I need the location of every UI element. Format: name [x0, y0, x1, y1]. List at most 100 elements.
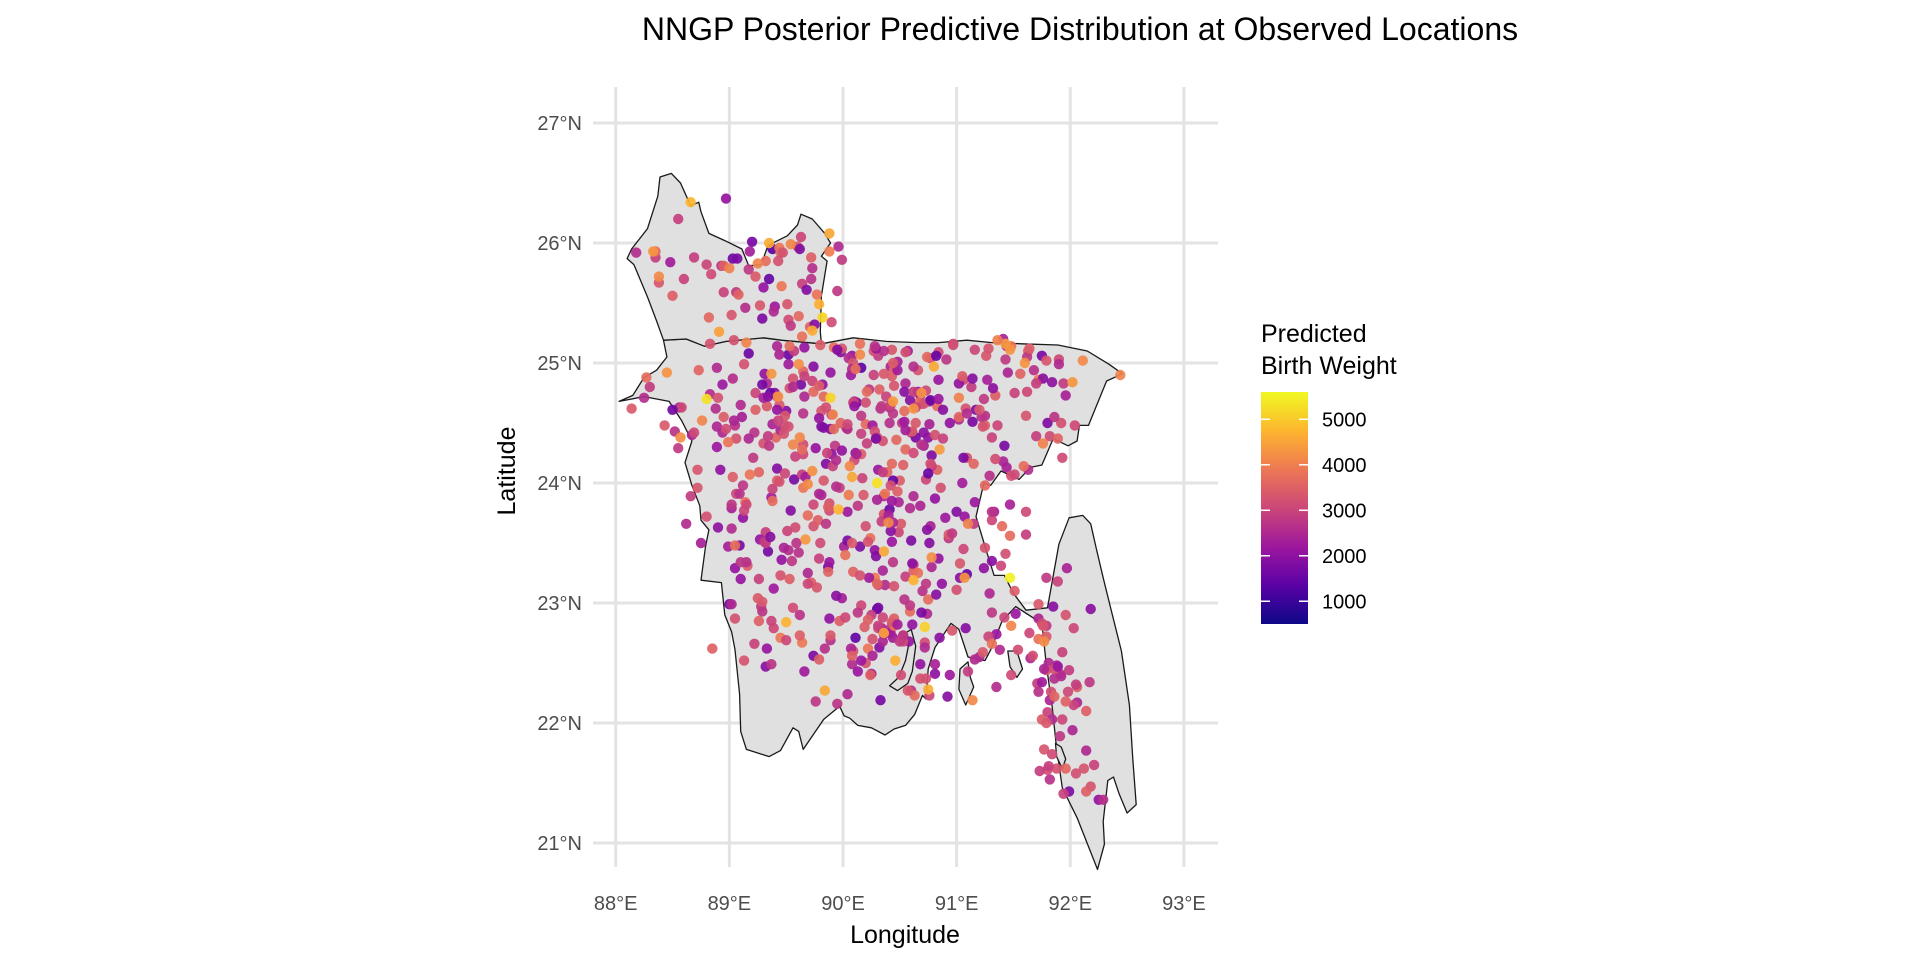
data-point	[743, 264, 754, 275]
data-point	[948, 339, 959, 351]
data-point	[762, 546, 774, 557]
data-point	[904, 503, 916, 514]
data-point	[782, 525, 793, 537]
data-point	[1038, 663, 1050, 675]
data-point	[874, 384, 885, 395]
data-point	[868, 369, 879, 381]
data-point	[785, 320, 796, 331]
data-point	[899, 416, 910, 427]
data-point	[798, 408, 809, 419]
data-point	[846, 471, 858, 483]
data-point	[701, 511, 712, 522]
data-point	[685, 197, 696, 208]
data-point	[802, 510, 813, 521]
data-point	[1049, 691, 1060, 702]
data-point	[675, 432, 686, 443]
legend-tick-label: 4000	[1322, 455, 1367, 477]
data-point	[1060, 390, 1071, 401]
data-point	[816, 489, 827, 501]
data-point	[1046, 749, 1058, 760]
data-point	[688, 427, 700, 438]
data-point	[937, 433, 949, 444]
data-point	[735, 557, 746, 568]
data-point	[946, 528, 958, 539]
data-point	[924, 419, 935, 430]
data-point	[807, 325, 818, 336]
data-point	[678, 273, 690, 285]
data-point	[1060, 763, 1071, 774]
data-point	[894, 636, 905, 647]
data-point	[885, 480, 896, 491]
data-point	[899, 594, 910, 605]
data-point	[673, 443, 684, 454]
data-point	[815, 339, 826, 351]
data-point	[762, 391, 774, 402]
data-point	[994, 644, 1005, 655]
data-point	[768, 306, 779, 317]
data-point	[813, 299, 825, 310]
data-point	[786, 555, 798, 567]
legend-tick-label: 5000	[1322, 409, 1367, 431]
data-point	[641, 372, 652, 383]
data-point	[701, 259, 712, 270]
data-point	[1041, 717, 1052, 729]
data-point	[1000, 548, 1011, 559]
data-point	[926, 552, 937, 563]
data-point	[933, 374, 944, 385]
data-point	[729, 613, 741, 624]
data-point	[693, 365, 704, 376]
data-point	[753, 615, 765, 627]
data-point	[794, 609, 805, 621]
data-point	[738, 505, 750, 516]
data-point	[879, 488, 891, 499]
data-point	[795, 379, 807, 390]
data-point	[962, 518, 974, 529]
data-point	[831, 590, 842, 601]
data-point	[900, 571, 911, 582]
data-point	[884, 417, 895, 429]
x-axis-title: Longitude	[850, 921, 960, 949]
data-point	[692, 482, 703, 493]
x-tick-label: 88°E	[594, 893, 638, 915]
data-point	[978, 563, 990, 574]
data-point	[774, 349, 785, 360]
data-point	[978, 393, 990, 405]
data-point	[940, 512, 951, 523]
data-point	[921, 524, 933, 535]
data-point	[776, 554, 787, 565]
y-tick-label: 22°N	[537, 713, 582, 735]
data-point	[916, 387, 927, 399]
data-point	[891, 434, 902, 445]
data-point	[996, 521, 1008, 532]
data-point	[893, 527, 904, 538]
data-point	[1063, 665, 1075, 676]
data-point	[704, 338, 716, 349]
data-point	[878, 368, 890, 379]
data-point	[1049, 411, 1060, 423]
data-point	[820, 518, 832, 529]
data-point	[676, 402, 687, 413]
data-point	[744, 246, 755, 257]
data-point	[695, 537, 707, 549]
data-point	[718, 411, 729, 423]
data-point	[1002, 367, 1013, 378]
data-point	[1068, 623, 1079, 634]
x-tick-label: 91°E	[935, 893, 979, 915]
data-point	[935, 482, 946, 493]
data-point	[873, 620, 884, 631]
data-point	[707, 643, 718, 654]
data-point	[867, 633, 878, 645]
data-point	[1081, 786, 1092, 797]
data-point	[757, 379, 768, 390]
data-point	[1070, 768, 1082, 779]
data-point	[908, 447, 919, 459]
data-point	[741, 337, 752, 348]
data-point	[895, 669, 907, 681]
data-point	[784, 573, 795, 585]
data-point	[750, 404, 761, 415]
data-point	[1028, 365, 1040, 376]
data-point	[752, 258, 763, 269]
data-point	[875, 695, 886, 706]
data-point	[967, 695, 978, 706]
